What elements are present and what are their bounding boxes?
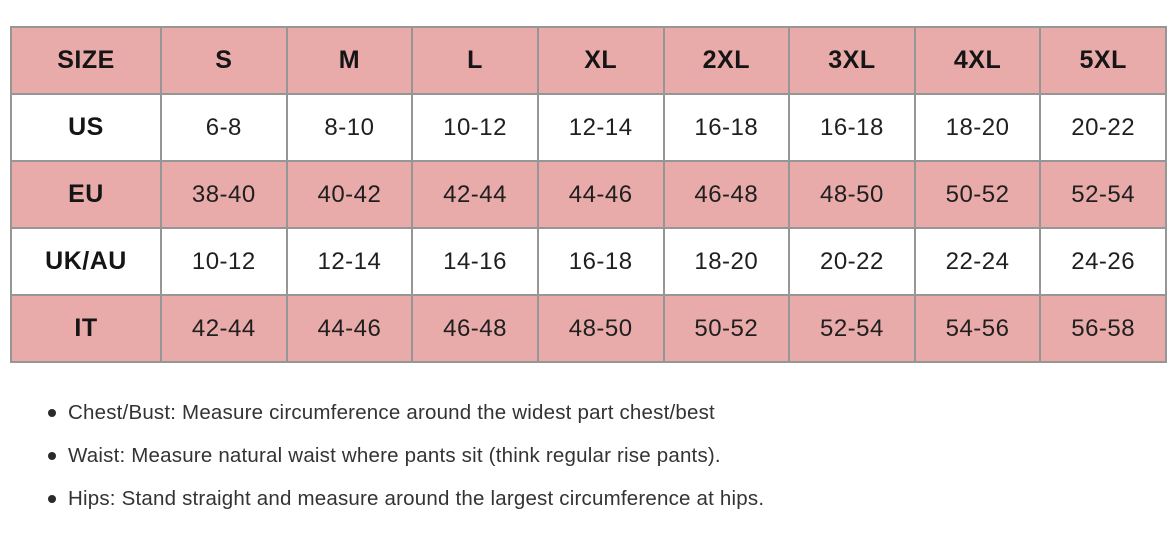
size-cell-it-s: 42-44: [160, 294, 288, 363]
size-cell-it-5xl: 56-58: [1039, 294, 1167, 363]
header-cell-5xl: 5XL: [1039, 26, 1167, 95]
size-cell-eu-s: 38-40: [160, 160, 288, 229]
size-cell-eu-l: 42-44: [411, 160, 539, 229]
row-label-eu: EU: [10, 160, 162, 229]
table-row-it: IT 42-44 44-46 46-48 48-50 50-52 52-54 5…: [10, 294, 1167, 363]
note-text: Hips: Stand straight and measure around …: [68, 487, 765, 510]
header-cell-2xl: 2XL: [662, 26, 791, 95]
size-cell-ukau-5xl: 24-26: [1039, 227, 1167, 296]
size-chart-table: SIZE S M L XL 2XL 3XL 4XL 5XL US 6-8 8-1…: [10, 26, 1167, 363]
size-cell-ukau-s: 10-12: [160, 227, 288, 296]
size-cell-ukau-xl: 16-18: [536, 227, 665, 296]
size-cell-us-xl: 12-14: [536, 93, 665, 162]
size-cell-eu-5xl: 52-54: [1039, 160, 1167, 229]
size-cell-ukau-m: 12-14: [285, 227, 414, 296]
size-cell-eu-xl: 44-46: [536, 160, 665, 229]
size-cell-ukau-3xl: 20-22: [788, 227, 916, 296]
size-cell-ukau-4xl: 22-24: [913, 227, 1042, 296]
size-cell-ukau-2xl: 18-20: [662, 227, 791, 296]
size-cell-it-3xl: 52-54: [788, 294, 916, 363]
note-text: Waist: Measure natural waist where pants…: [68, 444, 721, 467]
table-row-eu: EU 38-40 40-42 42-44 44-46 46-48 48-50 5…: [10, 160, 1167, 229]
header-cell-xl: XL: [536, 26, 665, 95]
bullet-icon: [48, 409, 56, 417]
header-cell-size: SIZE: [10, 26, 162, 95]
note-hips: Hips: Stand straight and measure around …: [48, 488, 764, 510]
note-waist: Waist: Measure natural waist where pants…: [48, 445, 764, 467]
size-cell-us-4xl: 18-20: [913, 93, 1042, 162]
size-cell-it-2xl: 50-52: [662, 294, 791, 363]
table-header-row: SIZE S M L XL 2XL 3XL 4XL 5XL: [10, 26, 1167, 95]
table-row-us: US 6-8 8-10 10-12 12-14 16-18 16-18 18-2…: [10, 93, 1167, 162]
size-cell-us-2xl: 16-18: [662, 93, 791, 162]
size-cell-it-l: 46-48: [411, 294, 539, 363]
size-cell-it-4xl: 54-56: [913, 294, 1042, 363]
size-cell-eu-m: 40-42: [285, 160, 414, 229]
header-cell-s: S: [160, 26, 288, 95]
bullet-icon: [48, 495, 56, 503]
size-cell-us-l: 10-12: [411, 93, 539, 162]
size-cell-us-5xl: 20-22: [1039, 93, 1167, 162]
size-cell-us-3xl: 16-18: [788, 93, 916, 162]
header-cell-4xl: 4XL: [913, 26, 1042, 95]
row-label-us: US: [10, 93, 162, 162]
size-cell-it-xl: 48-50: [536, 294, 665, 363]
header-cell-l: L: [411, 26, 539, 95]
size-cell-us-m: 8-10: [285, 93, 414, 162]
header-cell-m: M: [285, 26, 414, 95]
size-cell-eu-3xl: 48-50: [788, 160, 916, 229]
measurement-notes: Chest/Bust: Measure circumference around…: [48, 402, 764, 531]
row-label-it: IT: [10, 294, 162, 363]
bullet-icon: [48, 452, 56, 460]
size-cell-ukau-l: 14-16: [411, 227, 539, 296]
header-cell-3xl: 3XL: [788, 26, 916, 95]
note-chest-bust: Chest/Bust: Measure circumference around…: [48, 402, 764, 424]
size-cell-eu-4xl: 50-52: [913, 160, 1042, 229]
row-label-ukau: UK/AU: [10, 227, 162, 296]
size-cell-eu-2xl: 46-48: [662, 160, 791, 229]
note-text: Chest/Bust: Measure circumference around…: [68, 401, 715, 424]
table-row-ukau: UK/AU 10-12 12-14 14-16 16-18 18-20 20-2…: [10, 227, 1167, 296]
size-cell-it-m: 44-46: [285, 294, 414, 363]
size-cell-us-s: 6-8: [160, 93, 288, 162]
